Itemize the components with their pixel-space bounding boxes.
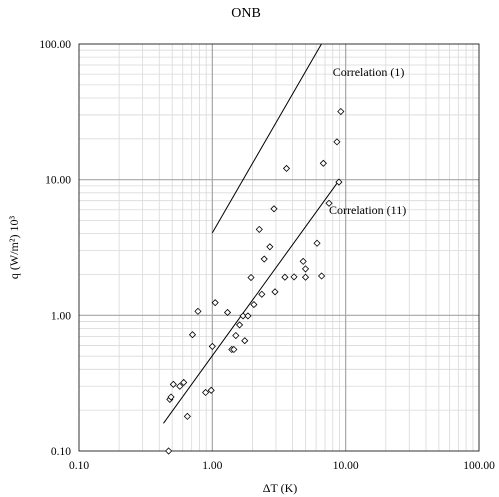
data-point xyxy=(318,272,326,280)
y-axis-label: q (W/m²) 10³ xyxy=(7,216,21,280)
data-point xyxy=(335,178,343,186)
correlation-lines xyxy=(163,43,340,424)
data-point xyxy=(223,308,232,317)
correlation-line-2 xyxy=(163,179,340,424)
major-gridlines xyxy=(79,44,479,451)
y-tick-label: 10.00 xyxy=(45,175,71,187)
data-point xyxy=(180,378,188,387)
data-point xyxy=(301,265,310,273)
correlation-1-label: Correlation (1) xyxy=(333,65,405,79)
x-tick-labels: 0.10 1.00 10.00 100.00 xyxy=(69,460,495,472)
x-axis-label: ΔT (K) xyxy=(263,481,298,495)
x-tick-label: 100.00 xyxy=(463,460,495,472)
chart-title: ONB xyxy=(231,6,261,21)
y-tick-labels: 0.10 1.00 10.00 100.00 xyxy=(39,39,71,458)
x-tick-label: 0.10 xyxy=(69,460,89,472)
data-point xyxy=(270,205,278,213)
y-tick-label: 1.00 xyxy=(51,310,71,322)
data-point xyxy=(176,382,184,390)
data-point xyxy=(266,243,274,251)
data-point xyxy=(337,107,345,116)
data-point xyxy=(239,312,247,320)
data-point xyxy=(194,307,202,315)
data-point xyxy=(188,331,197,339)
data-point xyxy=(333,138,341,146)
x-tick-label: 10.00 xyxy=(333,460,359,472)
correlation-line-1 xyxy=(211,43,322,234)
data-point xyxy=(165,447,173,455)
data-point xyxy=(244,312,252,320)
data-point xyxy=(301,273,310,281)
data-point xyxy=(208,342,216,350)
data-point xyxy=(241,337,249,345)
data-point xyxy=(183,412,191,420)
data-point xyxy=(319,159,327,167)
data-point xyxy=(255,225,263,233)
data-point xyxy=(271,288,279,296)
minor-gridlines xyxy=(79,44,479,451)
data-point xyxy=(250,301,258,309)
data-point xyxy=(202,388,210,397)
data-points xyxy=(165,107,345,455)
data-point xyxy=(211,299,219,307)
data-point xyxy=(235,321,244,329)
plot-frame xyxy=(78,43,480,452)
data-point xyxy=(299,257,307,265)
data-point xyxy=(167,393,175,401)
x-tick-label: 1.00 xyxy=(202,460,222,472)
y-tick-label: 0.10 xyxy=(51,446,71,458)
data-point xyxy=(313,239,321,247)
data-point xyxy=(207,386,215,394)
data-point xyxy=(281,273,289,281)
series-labels: Correlation (1) Correlation (11) xyxy=(329,65,406,217)
y-tick-label: 100.00 xyxy=(39,39,71,51)
data-point xyxy=(260,255,268,263)
data-point xyxy=(232,331,240,340)
data-point xyxy=(169,380,177,388)
data-point xyxy=(325,199,333,207)
data-point xyxy=(258,290,266,298)
data-point xyxy=(282,164,291,173)
correlation-11-label: Correlation (11) xyxy=(329,203,406,217)
data-point xyxy=(247,273,255,282)
data-point xyxy=(290,273,298,281)
data-point xyxy=(230,345,238,354)
